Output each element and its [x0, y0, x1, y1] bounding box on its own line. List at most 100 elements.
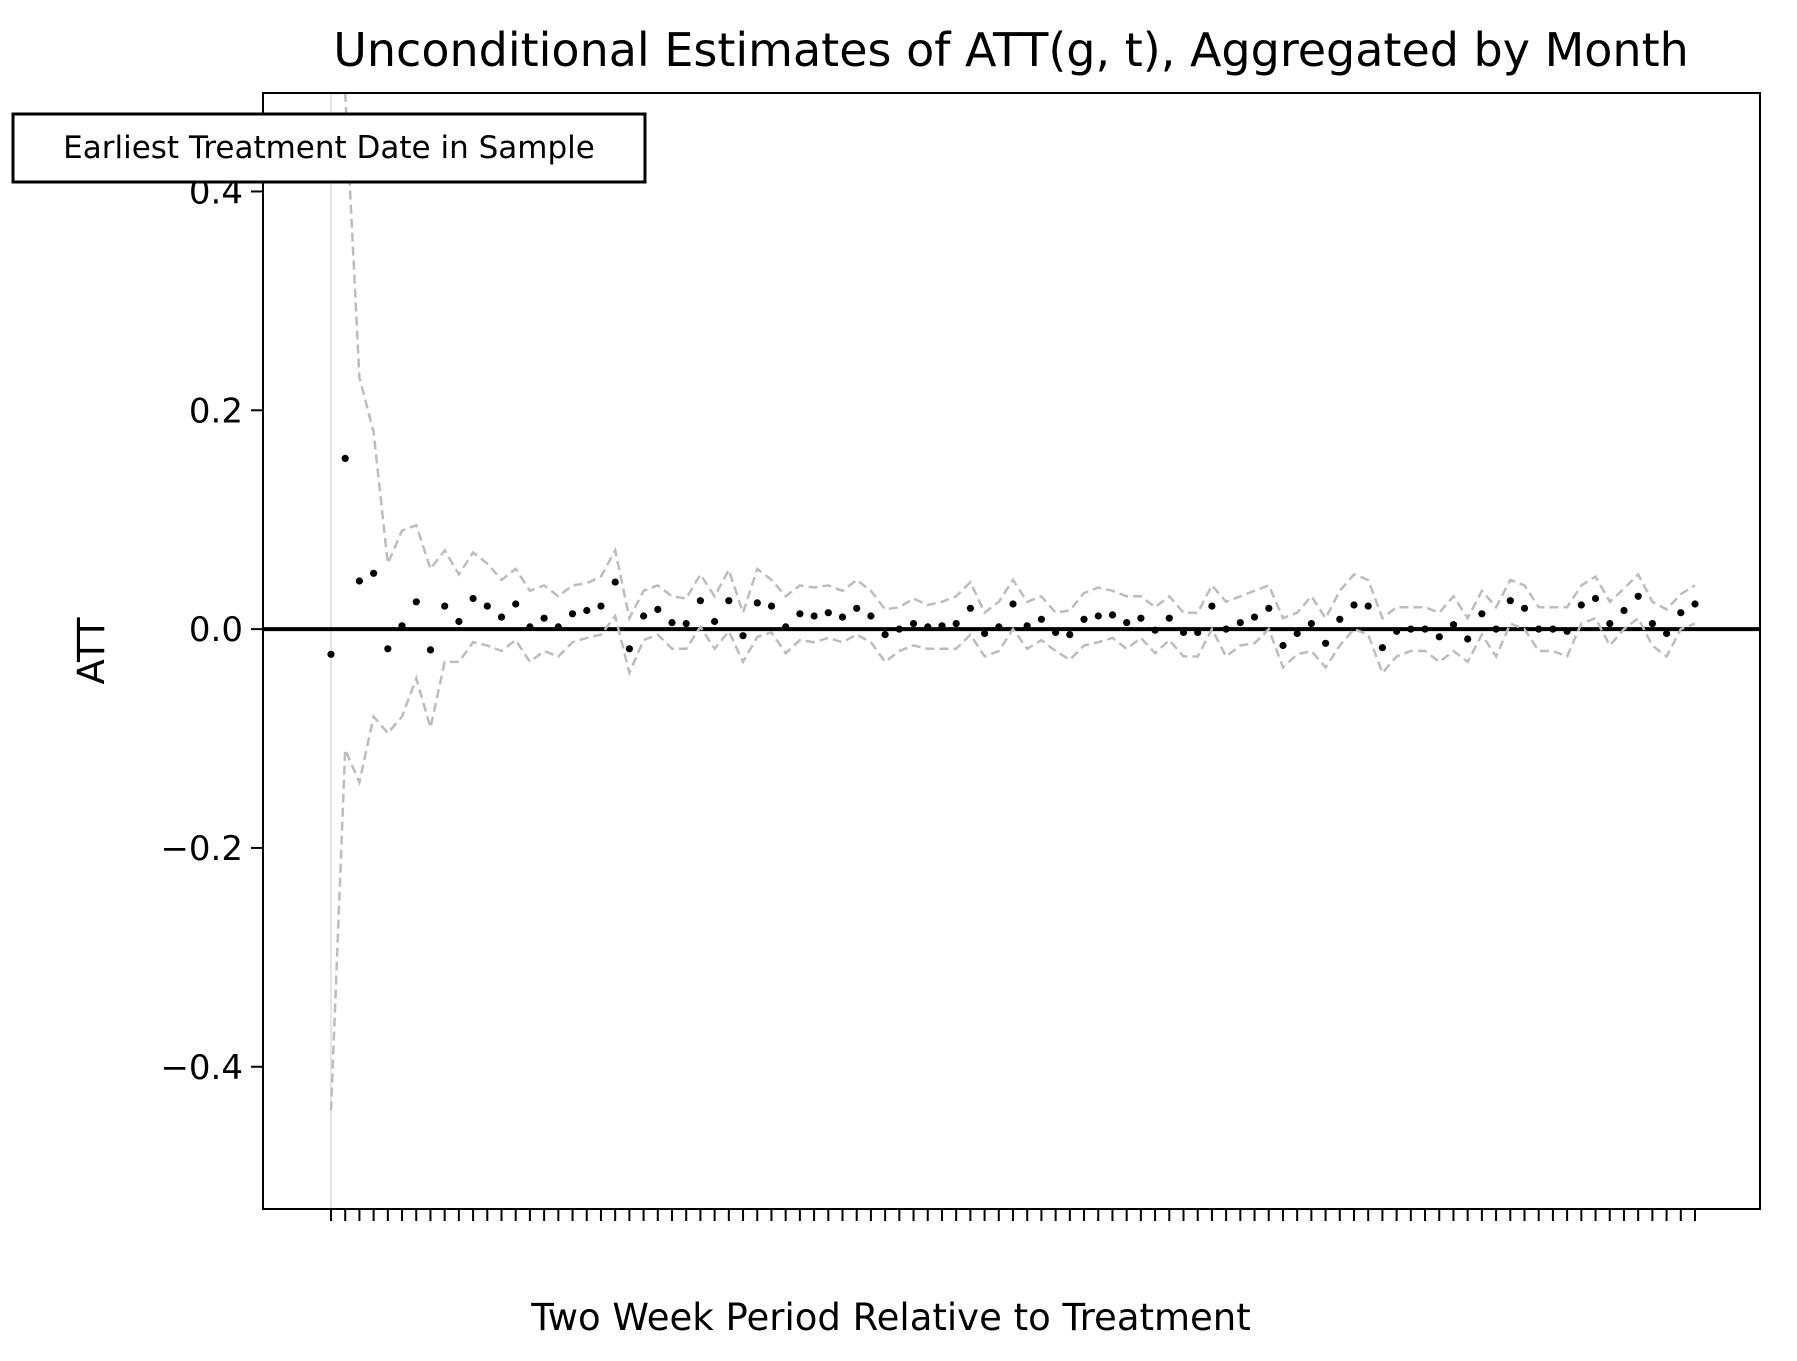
estimate-point	[611, 578, 619, 586]
estimate-point	[1250, 613, 1259, 621]
y-tick-label: 0.0	[189, 610, 243, 650]
estimate-point	[696, 597, 705, 605]
estimate-point	[853, 604, 861, 612]
estimate-point	[1478, 610, 1486, 618]
estimate-point	[1520, 604, 1529, 612]
estimate-point	[1364, 602, 1372, 610]
estimate-point	[1165, 614, 1173, 622]
estimate-point	[753, 599, 761, 607]
estimate-point	[810, 612, 818, 620]
estimate-point	[938, 622, 946, 630]
y-tick-label: −0.2	[160, 829, 243, 869]
plot-series-group	[263, 93, 1760, 1209]
estimate-point	[455, 617, 463, 626]
estimate-point	[412, 598, 420, 606]
estimate-point	[1222, 625, 1230, 633]
estimate-point	[1378, 644, 1386, 652]
estimate-point	[1336, 615, 1344, 623]
plot-frame	[262, 92, 1761, 1210]
estimate-point	[625, 645, 634, 653]
estimate-point	[1591, 594, 1600, 603]
estimate-point	[924, 623, 932, 631]
estimate-point	[1009, 600, 1017, 608]
estimate-point	[1052, 628, 1060, 637]
estimate-point	[1393, 627, 1401, 635]
estimate-point	[1179, 628, 1188, 637]
estimate-point	[952, 620, 960, 628]
estimate-point	[1293, 629, 1301, 638]
estimate-point	[355, 577, 363, 585]
estimate-point	[1535, 625, 1543, 633]
estimate-point	[1506, 597, 1514, 605]
y-axis-label: ATT	[70, 617, 113, 684]
axes: −0.4−0.20.00.20.4	[160, 172, 1696, 1221]
estimate-point	[739, 632, 747, 640]
estimate-point	[1563, 627, 1571, 635]
estimate-point	[526, 623, 534, 631]
estimate-point	[909, 620, 918, 628]
y-tick-label: −0.4	[160, 1048, 243, 1088]
estimate-point	[1677, 609, 1685, 617]
estimate-point	[1634, 592, 1642, 600]
estimate-point	[895, 625, 903, 633]
estimate-point	[384, 645, 392, 653]
estimate-point	[341, 454, 349, 462]
estimate-point	[512, 600, 520, 608]
estimate-point	[1549, 625, 1557, 633]
estimate-point	[1663, 629, 1671, 638]
estimate-point	[640, 612, 648, 620]
estimate-point	[1151, 626, 1159, 634]
estimate-point	[1123, 619, 1131, 627]
plot-area	[263, 93, 1760, 1209]
x-axis-label: Two Week Period Relative to Treatment	[530, 1296, 1251, 1339]
y-tick-label: 0.2	[189, 391, 243, 431]
estimate-point	[981, 629, 989, 638]
estimate-point	[540, 614, 548, 622]
estimate-point	[1236, 619, 1244, 627]
estimate-point	[483, 602, 491, 610]
estimate-point	[1023, 622, 1031, 630]
estimate-point	[1108, 611, 1117, 619]
estimate-point	[1322, 639, 1330, 647]
annotation-box	[11, 112, 647, 184]
estimate-point	[1606, 620, 1614, 628]
estimate-point	[725, 597, 733, 605]
annotation-text: Earliest Treatment Date in Sample	[63, 130, 595, 166]
estimate-point	[1435, 633, 1443, 641]
estimate-point	[1449, 621, 1458, 629]
estimate-point	[1279, 641, 1287, 650]
estimate-point	[1037, 615, 1045, 623]
estimate-point	[1577, 601, 1585, 609]
estimate-point	[370, 569, 378, 577]
estimate-point	[995, 623, 1003, 631]
estimate-point	[1691, 600, 1699, 608]
estimate-point	[1080, 615, 1088, 623]
estimate-point	[583, 606, 591, 615]
upper-ci-line	[331, 93, 1696, 622]
estimate-point	[497, 613, 506, 621]
estimate-point	[398, 622, 406, 630]
estimate-point	[796, 610, 804, 618]
estimate-point	[441, 602, 449, 610]
estimate-point	[1137, 614, 1145, 622]
estimate-point	[1421, 625, 1429, 633]
estimate-point	[1648, 620, 1656, 628]
estimate-point	[881, 631, 889, 639]
estimate-point	[1208, 602, 1216, 610]
estimate-point	[1194, 628, 1202, 637]
estimate-point	[1620, 606, 1628, 615]
estimate-point	[824, 609, 832, 617]
estimate-point	[554, 623, 562, 631]
estimate-point	[668, 619, 676, 627]
estimate-point	[782, 623, 790, 631]
treatment-annotation: Earliest Treatment Date in Sample	[11, 112, 647, 184]
lower-ci-line	[329, 613, 1696, 1111]
estimate-point	[682, 620, 690, 628]
estimate-point	[838, 613, 847, 621]
estimate-point	[327, 650, 335, 658]
estimate-point	[597, 602, 605, 610]
estimate-point	[767, 602, 776, 610]
estimate-point	[966, 604, 975, 612]
estimate-point	[1464, 635, 1472, 643]
